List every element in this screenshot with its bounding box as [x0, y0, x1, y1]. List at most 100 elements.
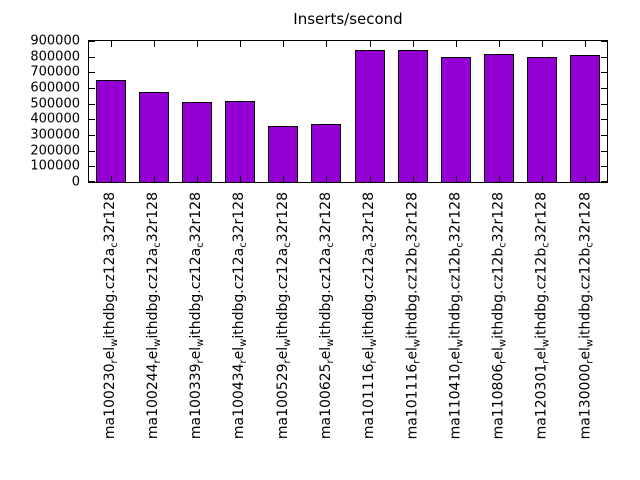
bar [225, 101, 256, 182]
y-tick-mark [601, 135, 607, 136]
x-tick-mark [240, 176, 241, 182]
y-tick-mark [89, 150, 95, 152]
x-tick-mark [456, 41, 457, 47]
x-tick-label: ma101116relwithdbg.cz12bc32r128 [404, 192, 423, 440]
x-tick-mark [240, 41, 241, 47]
x-tick-mark [413, 41, 414, 47]
bar [138, 92, 169, 182]
x-tick-mark [283, 41, 284, 47]
x-tick-label-subscript: r [540, 359, 552, 364]
x-tick-mark [154, 176, 155, 182]
x-tick-label-subscript: c [109, 242, 121, 248]
chart-title: Inserts/second [293, 10, 403, 28]
x-tick-label: ma100339relwithdbg.cz12ac32r128 [188, 192, 207, 440]
x-tick-label-subscript: c [454, 242, 466, 248]
x-tick-mark [542, 41, 543, 47]
y-tick-mark [601, 119, 607, 121]
y-tick-mark [601, 166, 607, 168]
bar [570, 55, 601, 182]
y-tick-mark [89, 56, 95, 58]
x-tick-label-subscript: c [540, 242, 552, 248]
y-tick-label: 600000 [30, 80, 80, 96]
x-tick-label-subscript: r [109, 359, 121, 364]
x-tick-label-subscript: w [324, 338, 336, 347]
y-tick-label: 700000 [30, 64, 80, 80]
x-tick-label-subscript: r [238, 359, 250, 364]
x-tick-label: ma101116relwithdbg.cz12ac32r128 [361, 192, 380, 440]
x-tick-label: ma110806relwithdbg.cz12bc32r128 [490, 192, 509, 440]
y-tick-label: 0 [71, 174, 80, 190]
bar [484, 54, 515, 182]
y-tick-mark [601, 181, 607, 182]
x-tick-mark [326, 176, 327, 182]
y-tick-mark [89, 119, 95, 121]
x-tick-mark [370, 41, 371, 47]
bar [527, 57, 558, 182]
bar [440, 57, 471, 182]
x-tick-mark [111, 176, 112, 182]
x-tick-label: ma130000relwithdbg.cz12bc32r128 [576, 192, 595, 440]
x-tick-mark [197, 41, 198, 47]
x-tick-label-subscript: r [583, 359, 595, 364]
x-tick-label-subscript: c [497, 242, 509, 248]
x-tick-label-subscript: c [238, 242, 250, 248]
y-tick-mark [89, 135, 95, 136]
x-tick-label-subscript: r [152, 359, 164, 364]
plot-area [88, 40, 608, 183]
x-tick-label-subscript: c [281, 242, 293, 248]
x-tick-label-subscript: w [540, 338, 552, 348]
y-tick-mark [601, 103, 607, 105]
x-tick-label: ma100230relwithdbg.cz12ac32r128 [102, 192, 121, 440]
bar [311, 124, 342, 182]
x-tick-mark [585, 41, 586, 47]
x-tick-label-subscript: w [583, 338, 595, 348]
bar [354, 50, 385, 182]
x-tick-mark [197, 176, 198, 182]
bar [181, 102, 212, 182]
x-tick-mark [370, 176, 371, 182]
x-tick-mark [326, 41, 327, 47]
x-tick-label-subscript: c [324, 242, 336, 248]
x-tick-label-subscript: r [324, 359, 336, 364]
x-tick-mark [542, 176, 543, 182]
x-tick-label-subscript: w [152, 338, 164, 347]
x-tick-label-subscript: w [368, 338, 380, 347]
x-tick-label-subscript: c [411, 242, 423, 248]
x-tick-label: ma100625relwithdbg.cz12ac32r128 [317, 192, 336, 440]
x-tick-mark [154, 41, 155, 47]
x-tick-label: ma100244relwithdbg.cz12ac32r128 [145, 192, 164, 440]
x-tick-label-subscript: w [497, 338, 509, 348]
x-tick-label: ma120301relwithdbg.cz12bc32r128 [533, 192, 552, 440]
y-tick-mark [89, 41, 95, 42]
x-tick-label-subscript: c [583, 242, 595, 248]
x-tick-label-subscript: w [454, 338, 466, 348]
x-tick-mark [456, 176, 457, 182]
x-tick-mark [499, 176, 500, 182]
x-tick-mark [499, 41, 500, 47]
x-tick-label-subscript: r [497, 359, 509, 364]
x-tick-mark [413, 176, 414, 182]
x-tick-label-subscript: r [454, 359, 466, 364]
x-tick-label: ma100529relwithdbg.cz12ac32r128 [274, 192, 293, 440]
x-tick-label-subscript: w [238, 338, 250, 347]
bar [95, 80, 126, 182]
bar [397, 50, 428, 182]
x-tick-label: ma110410relwithdbg.cz12bc32r128 [447, 192, 466, 440]
y-tick-mark [601, 41, 607, 42]
x-tick-label-subscript: r [195, 359, 207, 364]
x-tick-label-subscript: w [109, 338, 121, 347]
y-tick-label: 200000 [30, 143, 80, 159]
bar [268, 126, 299, 182]
x-tick-label-subscript: w [195, 338, 207, 347]
y-tick-label: 300000 [30, 127, 80, 143]
y-tick-mark [89, 181, 95, 182]
x-tick-label-subscript: r [411, 359, 423, 364]
y-tick-mark [601, 56, 607, 58]
y-tick-label: 100000 [30, 158, 80, 174]
x-tick-label-subscript: c [152, 242, 164, 248]
x-tick-label-subscript: c [195, 242, 207, 248]
x-tick-label-subscript: c [368, 242, 380, 248]
x-tick-label-subscript: r [368, 359, 380, 364]
x-tick-label-subscript: r [281, 359, 293, 364]
y-tick-mark [601, 150, 607, 152]
